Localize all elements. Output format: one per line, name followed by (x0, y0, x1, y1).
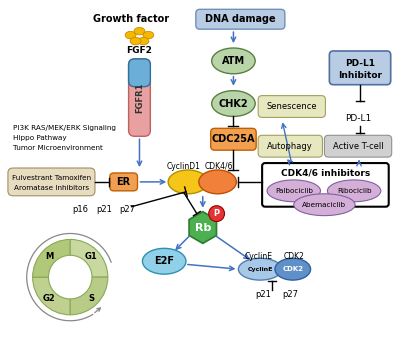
Ellipse shape (142, 248, 186, 274)
Ellipse shape (212, 48, 255, 74)
Text: p16: p16 (72, 205, 88, 214)
Text: CDK2: CDK2 (282, 266, 303, 272)
Text: p27: p27 (120, 205, 136, 214)
Text: CDC25A: CDC25A (212, 134, 255, 144)
Text: p27: p27 (282, 290, 298, 300)
Text: Palbociclib: Palbociclib (275, 188, 313, 194)
Text: ATM: ATM (222, 56, 245, 66)
Ellipse shape (138, 37, 149, 45)
Ellipse shape (199, 170, 236, 194)
Ellipse shape (294, 194, 355, 216)
FancyBboxPatch shape (196, 9, 285, 29)
Ellipse shape (130, 37, 141, 45)
Text: Hippo Pathway: Hippo Pathway (13, 135, 66, 141)
Text: Tumor Microenvironment: Tumor Microenvironment (13, 145, 103, 151)
Text: CDK2: CDK2 (283, 252, 304, 261)
Ellipse shape (125, 31, 136, 39)
Ellipse shape (143, 31, 154, 39)
FancyBboxPatch shape (262, 163, 389, 207)
Text: Rb: Rb (194, 222, 211, 233)
Text: CyclinE: CyclinE (248, 267, 273, 272)
Polygon shape (189, 212, 216, 243)
FancyBboxPatch shape (258, 96, 326, 117)
Text: CDK4/6 inhibitors: CDK4/6 inhibitors (281, 169, 370, 177)
Text: P: P (214, 209, 220, 218)
Text: Abemaciclib: Abemaciclib (302, 202, 346, 208)
FancyBboxPatch shape (110, 173, 138, 191)
Text: Ribociclib: Ribociclib (337, 188, 372, 194)
Ellipse shape (238, 258, 282, 280)
Ellipse shape (327, 180, 381, 202)
Text: E2F: E2F (154, 256, 174, 266)
Text: M: M (45, 252, 53, 260)
FancyBboxPatch shape (8, 168, 95, 196)
Wedge shape (33, 239, 70, 277)
FancyBboxPatch shape (329, 51, 391, 85)
FancyBboxPatch shape (128, 59, 150, 136)
Text: PD-L1: PD-L1 (345, 114, 371, 123)
Text: Growth factor: Growth factor (94, 14, 170, 24)
Ellipse shape (275, 258, 310, 280)
Text: G1: G1 (85, 252, 98, 260)
Wedge shape (70, 239, 108, 277)
Text: CyclinD1: CyclinD1 (167, 162, 201, 171)
Text: DNA damage: DNA damage (205, 14, 276, 24)
Text: G2: G2 (43, 294, 56, 303)
Text: PD-L1: PD-L1 (345, 59, 375, 68)
Text: FGFR1: FGFR1 (135, 82, 144, 113)
Wedge shape (33, 277, 70, 315)
Text: Senescence: Senescence (266, 102, 317, 111)
Text: CyclinE: CyclinE (244, 252, 272, 261)
Ellipse shape (209, 206, 224, 222)
Ellipse shape (134, 28, 145, 35)
FancyBboxPatch shape (258, 135, 322, 157)
Ellipse shape (267, 180, 320, 202)
Text: Autophagy: Autophagy (267, 142, 313, 151)
Text: Aromatase Inhibitors: Aromatase Inhibitors (14, 185, 89, 191)
Text: p21: p21 (255, 290, 271, 300)
FancyBboxPatch shape (324, 135, 392, 157)
Ellipse shape (212, 91, 255, 116)
Text: PI3K RAS/MEK/ERK Signaling: PI3K RAS/MEK/ERK Signaling (13, 125, 116, 131)
Text: Fulvestrant Tamoxifen: Fulvestrant Tamoxifen (12, 175, 91, 181)
Text: FGF2: FGF2 (126, 47, 152, 55)
Text: CHK2: CHK2 (219, 99, 248, 108)
Text: Inhibitor: Inhibitor (338, 71, 382, 80)
Text: CDK4/6: CDK4/6 (204, 162, 233, 171)
FancyBboxPatch shape (211, 128, 256, 150)
Text: p21: p21 (96, 205, 112, 214)
FancyBboxPatch shape (128, 59, 150, 87)
Text: Active T-cell: Active T-cell (333, 142, 383, 151)
Text: S: S (88, 294, 94, 303)
Wedge shape (70, 277, 108, 315)
Text: ER: ER (116, 177, 131, 187)
Ellipse shape (168, 170, 208, 194)
